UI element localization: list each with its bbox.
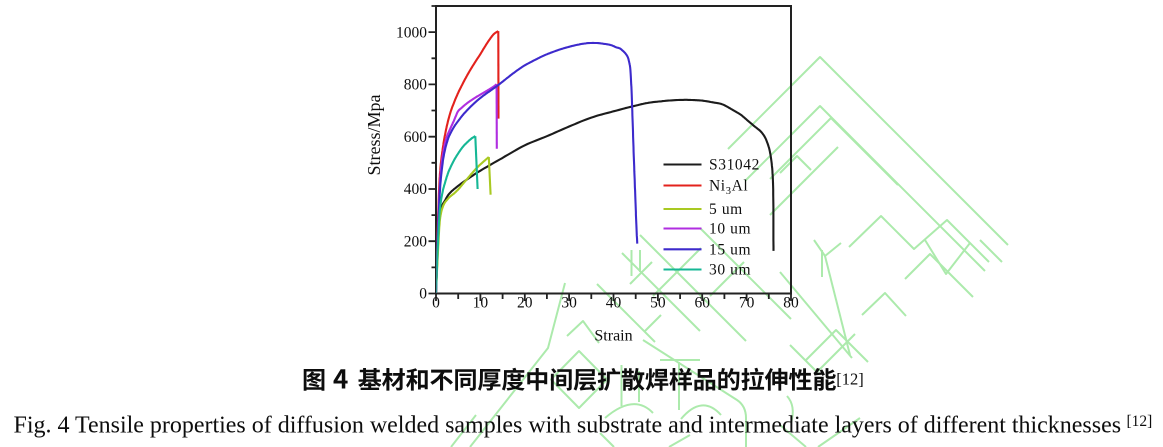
- svg-text:1000: 1000: [396, 24, 427, 41]
- svg-text:70: 70: [739, 295, 755, 312]
- svg-text:S31042: S31042: [709, 157, 760, 174]
- svg-text:Stress/Mpa: Stress/Mpa: [364, 94, 384, 175]
- svg-text:400: 400: [404, 181, 428, 198]
- svg-text:600: 600: [404, 129, 428, 146]
- svg-text:50: 50: [650, 295, 666, 312]
- svg-text:10 um: 10 um: [709, 221, 751, 238]
- svg-text:Ni3Al: Ni3Al: [709, 178, 748, 198]
- svg-text:60: 60: [694, 295, 710, 312]
- svg-text:40: 40: [606, 295, 622, 312]
- svg-text:200: 200: [404, 233, 428, 250]
- svg-text:30: 30: [561, 295, 577, 312]
- svg-text:20: 20: [517, 295, 533, 312]
- svg-text:800: 800: [404, 77, 428, 94]
- svg-text:15 um: 15 um: [709, 242, 751, 259]
- svg-text:[12]: [12]: [1127, 413, 1153, 430]
- svg-text:0: 0: [432, 295, 440, 312]
- svg-text:Fig. 4 Tensile properties of d: Fig. 4 Tensile properties of diffusion w…: [14, 413, 1122, 439]
- svg-text:Strain: Strain: [594, 328, 632, 345]
- svg-text:80: 80: [783, 295, 799, 312]
- svg-text:30 um: 30 um: [709, 262, 751, 279]
- svg-text:10: 10: [473, 295, 489, 312]
- svg-text:[12]: [12]: [836, 370, 864, 389]
- svg-text:0: 0: [419, 286, 427, 303]
- svg-text:5 um: 5 um: [709, 201, 743, 218]
